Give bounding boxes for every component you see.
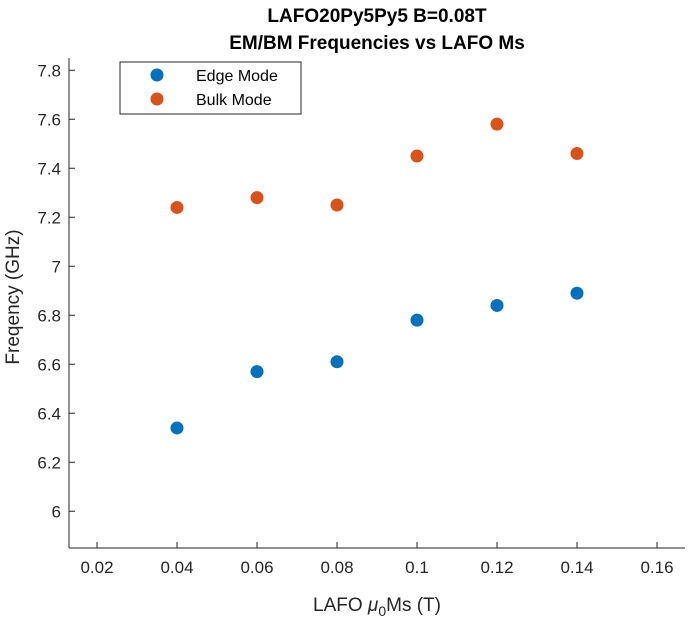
data-point: [330, 355, 344, 369]
x-axis-label-subscript: 0: [378, 603, 386, 619]
y-tick-label: 6.6: [37, 355, 61, 374]
legend: Edge Mode Bulk Mode: [119, 61, 302, 115]
x-tick-label: 0.02: [80, 558, 113, 577]
legend-marker-edge-mode: [150, 68, 164, 82]
x-axis-label-suffix: Ms (T): [386, 595, 441, 616]
x-tick-label: 0.06: [240, 558, 273, 577]
legend-label-bulk-mode: Bulk Mode: [196, 92, 272, 109]
y-tick-label: 7.6: [37, 110, 61, 129]
series-edge-mode: [170, 286, 584, 435]
data-point: [490, 117, 504, 131]
x-axis-label-mu: μ: [367, 595, 379, 616]
x-tick-label: 0.12: [480, 558, 513, 577]
x-axis-label-prefix: LAFO: [313, 595, 368, 616]
x-axis-label: LAFO μ0Ms (T): [313, 595, 441, 619]
plot-area: [68, 58, 685, 549]
data-point: [170, 421, 184, 435]
y-tick-label: 7: [52, 257, 61, 276]
data-point: [250, 191, 264, 205]
chart-title-line-1: LAFO20Py5Py5 B=0.08T: [267, 6, 487, 27]
data-point: [170, 200, 184, 214]
x-tick-label: 0.04: [160, 558, 193, 577]
y-tick-label: 6.2: [37, 453, 61, 472]
data-point: [570, 286, 584, 300]
y-tick-label: 7.4: [37, 159, 61, 178]
x-tick-label: 0.08: [320, 558, 353, 577]
data-point: [330, 198, 344, 212]
series-bulk-mode: [170, 117, 584, 214]
data-point: [570, 147, 584, 161]
y-axis-label: Freqency (GHz): [3, 229, 24, 364]
y-tick-label: 6.8: [37, 306, 61, 325]
data-series: [170, 117, 584, 435]
y-tick-label: 7.2: [37, 208, 61, 227]
data-point: [410, 149, 424, 163]
legend-marker-bulk-mode: [150, 92, 164, 106]
y-tick-label: 6: [52, 502, 61, 521]
x-tick-label: 0.1: [405, 558, 429, 577]
chart-title-line-2: EM/BM Frequencies vs LAFO Ms: [229, 33, 525, 54]
y-tick-label: 6.4: [37, 404, 61, 423]
data-point: [250, 365, 264, 379]
y-axis: 6 6.2 6.4 6.6 6.8 7 7.2 7.4 7.6 7.8: [37, 61, 75, 521]
x-tick-label: 0.14: [560, 558, 593, 577]
x-axis: 0.02 0.04 0.06 0.08 0.1 0.12 0.14 0.16: [80, 542, 674, 577]
y-tick-label: 7.8: [37, 61, 61, 80]
data-point: [410, 313, 424, 327]
legend-box: [119, 61, 302, 115]
data-point: [490, 298, 504, 312]
x-tick-label: 0.16: [640, 558, 673, 577]
legend-label-edge-mode: Edge Mode: [196, 68, 278, 85]
